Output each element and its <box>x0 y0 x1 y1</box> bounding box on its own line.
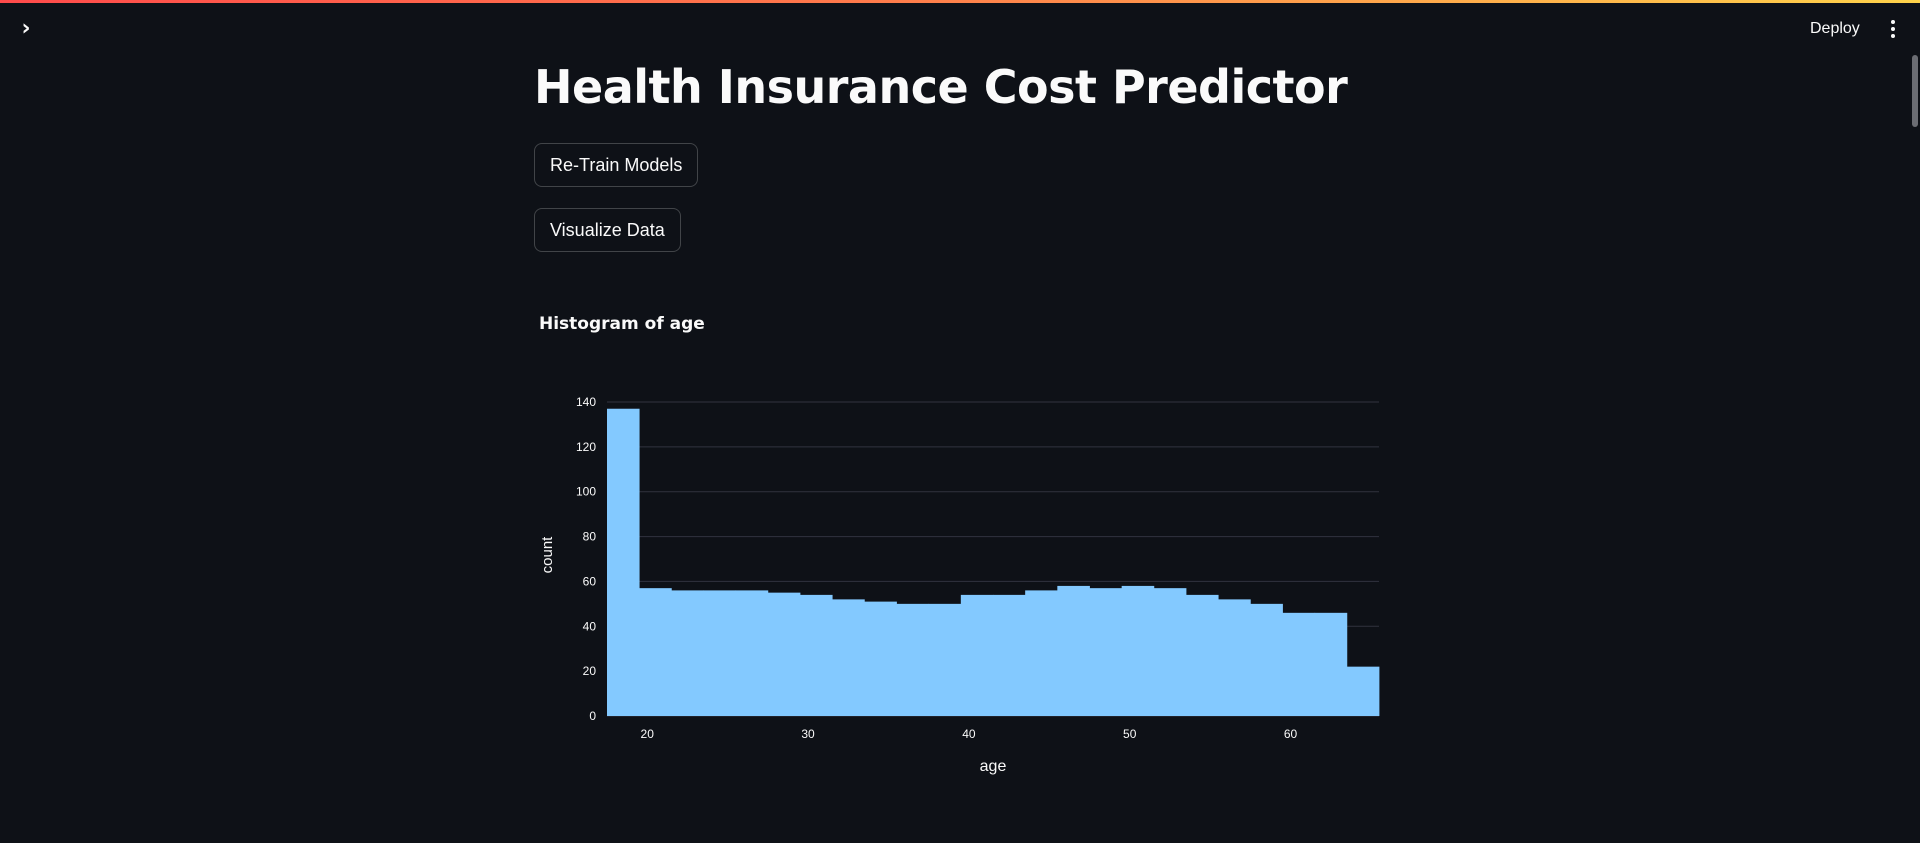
histogram-bar <box>832 599 865 716</box>
visualize-data-button[interactable]: Visualize Data <box>534 208 681 252</box>
histogram-bar <box>703 590 737 716</box>
histogram-bar <box>671 590 704 716</box>
y-tick-label: 40 <box>583 619 597 633</box>
y-tick-label: 120 <box>576 440 596 454</box>
histogram-bar <box>767 592 801 716</box>
menu-dot <box>1891 27 1895 31</box>
histogram-bar <box>1089 588 1123 716</box>
retrain-models-button[interactable]: Re-Train Models <box>534 143 699 187</box>
chart-title: Histogram of age <box>539 314 705 334</box>
histogram-bar <box>1121 585 1155 716</box>
x-tick-label: 50 <box>1123 727 1137 741</box>
histogram-bar <box>607 408 640 716</box>
x-tick-label: 30 <box>801 727 815 741</box>
deploy-button[interactable]: Deploy <box>1810 20 1860 37</box>
y-tick-label: 100 <box>576 485 596 499</box>
menu-dot <box>1891 34 1895 38</box>
y-tick-label: 140 <box>576 395 596 409</box>
x-tick-label: 20 <box>641 727 655 741</box>
x-axis-label: age <box>980 758 1007 775</box>
age-histogram-chart: 0 20 40 60 80 100 120 140 20 30 40 50 60 count age <box>539 395 1380 775</box>
menu-dot <box>1891 20 1895 24</box>
histogram-bar <box>864 601 897 716</box>
histogram-bar <box>1153 588 1187 716</box>
histogram-bar <box>800 594 833 716</box>
page-title: Health Insurance Cost Predictor <box>534 60 1348 114</box>
y-tick-label: 0 <box>589 709 596 723</box>
histogram-bar <box>1186 594 1219 716</box>
x-tick-label: 40 <box>962 727 976 741</box>
histogram-bar <box>993 594 1026 716</box>
histogram-bar <box>1025 590 1058 716</box>
y-tick-label: 80 <box>583 530 597 544</box>
histogram-bar <box>639 588 672 716</box>
chevron-right-icon[interactable]: › <box>21 16 31 41</box>
histogram-bar <box>896 603 930 716</box>
top-decoration-strip <box>0 0 1920 3</box>
histogram-bar <box>1346 666 1380 716</box>
histogram-bar <box>1057 585 1090 716</box>
vertical-ellipsis-icon[interactable] <box>1883 16 1903 42</box>
histogram-bar <box>1218 599 1251 716</box>
histogram-bar <box>1250 603 1283 716</box>
histogram-bar <box>1282 612 1316 716</box>
scrollbar-thumb[interactable] <box>1912 55 1918 127</box>
histogram-bar <box>1314 612 1348 716</box>
histogram-bar <box>928 603 962 716</box>
y-tick-label: 60 <box>583 574 597 588</box>
histogram-bar <box>960 594 994 716</box>
y-axis-label: count <box>539 536 556 574</box>
y-tick-label: 20 <box>583 664 597 678</box>
histogram-bar <box>735 590 769 716</box>
x-tick-label: 60 <box>1284 727 1298 741</box>
